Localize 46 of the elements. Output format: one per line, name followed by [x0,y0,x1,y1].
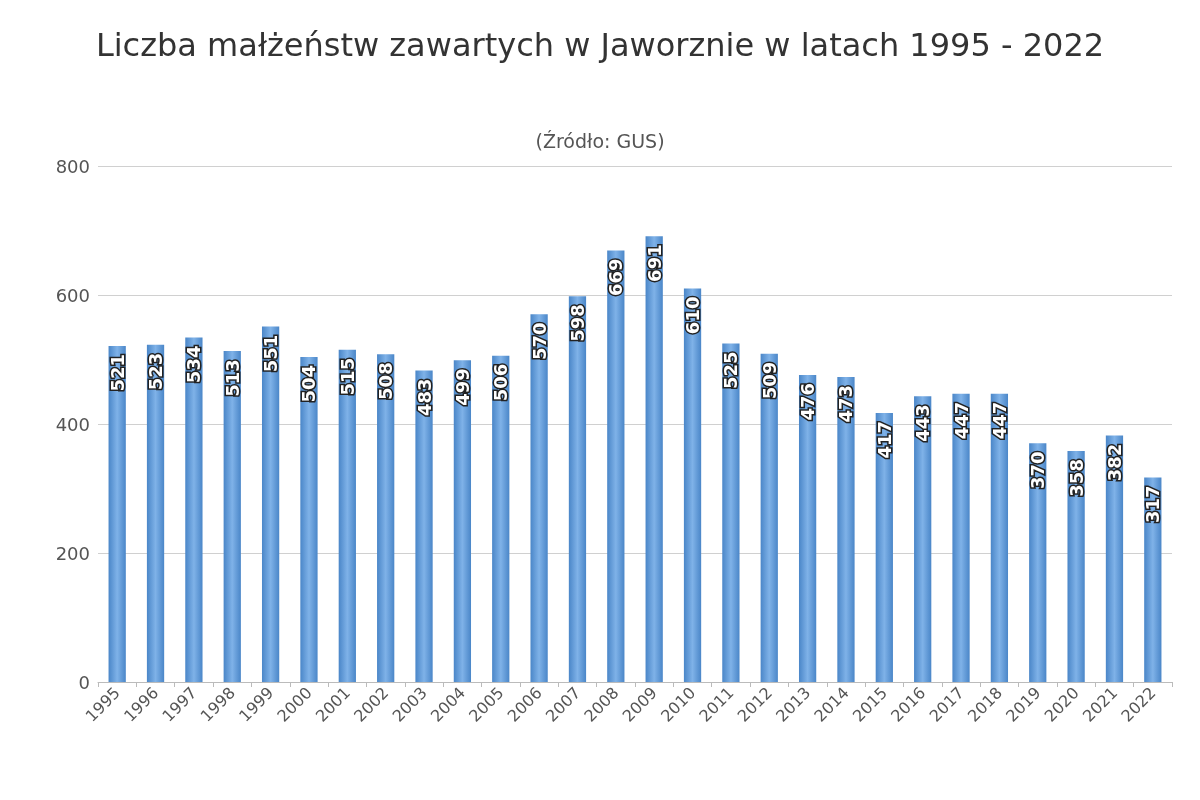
data-label: 473 [835,384,857,423]
bar [645,236,663,682]
data-label: 370 [1027,451,1049,489]
y-tick-label: 600 [55,284,90,306]
data-label: 551 [260,334,282,373]
bar [952,393,970,682]
data-label: 508 [375,362,397,400]
y-tick-label: 200 [55,542,90,564]
data-label: 382 [1103,443,1125,482]
data-label: 598 [566,304,588,342]
data-label: 521 [106,353,128,392]
data-label: 610 [682,296,704,335]
bar [530,314,548,682]
data-label: 525 [720,351,742,389]
bar [185,337,203,682]
data-label: 499 [451,368,473,406]
data-label: 515 [336,357,358,396]
data-label: 534 [183,345,205,384]
bar [683,288,702,682]
data-label: 523 [145,352,167,391]
chart-title: Liczba małżeństw zawartych w Jaworznie w latach 1995 - 2022 [95,26,1105,64]
bar [837,376,855,682]
y-tick-label: 0 [78,671,90,693]
data-label: 317 [1142,485,1164,524]
data-label: 417 [873,421,895,459]
bar [722,343,740,682]
data-label: 443 [912,404,934,442]
data-label: 476 [797,382,819,421]
bar [300,356,318,682]
data-label: 669 [605,258,627,297]
data-label: 504 [298,364,320,403]
data-label: 506 [490,363,512,402]
y-tick-label: 400 [55,413,90,435]
data-label: 447 [950,401,972,440]
data-label: 513 [221,359,243,397]
bar [568,296,587,682]
data-label: 358 [1065,459,1087,497]
data-label: 447 [988,401,1010,440]
data-label: 509 [758,361,780,400]
bar [415,370,433,682]
data-label: 483 [413,378,435,417]
data-label: 691 [643,244,665,282]
data-label: 570 [528,322,550,360]
bar [607,250,625,682]
chart-subtitle: (Źródło: GUS) [535,129,665,152]
y-tick-label: 800 [55,155,90,177]
